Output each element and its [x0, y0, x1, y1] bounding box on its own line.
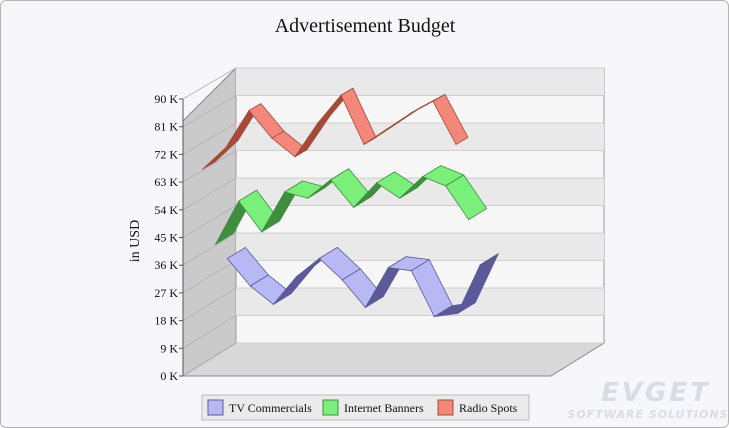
- data-point: [225, 146, 227, 149]
- y-tick-label: 27 K: [154, 286, 178, 300]
- y-tick-label: 81 K: [154, 120, 178, 134]
- legend-label-0: TV Commercials: [229, 401, 312, 415]
- y-tick-label: 9 K: [160, 341, 178, 355]
- data-point: [479, 263, 481, 266]
- data-point: [432, 100, 434, 102]
- gridline-side: [182, 122, 237, 155]
- watermark-logo: EVGET SOFTWARE SOLUTIONS: [567, 378, 728, 421]
- legend-swatch-0: [207, 399, 224, 416]
- data-point: [307, 197, 309, 199]
- gridline-side: [182, 150, 237, 183]
- legend-label-1: Internet Banners: [344, 401, 424, 415]
- grid-band: [236, 68, 604, 96]
- series-1: [215, 165, 488, 245]
- grid-band: [236, 288, 604, 316]
- y-axis-ticks: 0 K 9 K 18 K 27 K 36 K 45 K 54 K 63 K 72 K 81 K 90…: [154, 92, 183, 383]
- data-point: [410, 270, 412, 272]
- data-point: [399, 197, 401, 199]
- data-point: [202, 168, 204, 170]
- gridline-side: [182, 287, 237, 322]
- data-point: [330, 179, 332, 181]
- data-point: [376, 182, 378, 184]
- chart-walls: [181, 66, 606, 377]
- y-tick-label: 18 K: [154, 314, 178, 328]
- gridline-side: [182, 67, 237, 100]
- gridline-side: [182, 232, 237, 266]
- data-point: [422, 176, 424, 178]
- data-point: [318, 257, 320, 260]
- data-point: [317, 122, 319, 124]
- data-point: [387, 267, 389, 269]
- gridline-side: [182, 205, 237, 238]
- data-segment: [456, 253, 499, 314]
- data-point: [341, 279, 343, 281]
- data-point: [433, 315, 435, 318]
- gridline-side: [182, 260, 237, 294]
- series-layer: [202, 87, 499, 318]
- data-point: [340, 94, 342, 96]
- data-point: [386, 128, 388, 130]
- y-axis-label: in USD: [128, 220, 143, 262]
- data-point: [353, 206, 355, 208]
- gridline-side: [182, 315, 237, 349]
- y-tick-label: 45 K: [154, 231, 178, 245]
- legend: TV Commercials Internet Banners Radio Spot…: [201, 394, 530, 421]
- series-0: [226, 247, 499, 318]
- watermark-subtext: SOFTWARE SOLUTIONS: [567, 408, 728, 421]
- data-point: [363, 143, 365, 145]
- gridline-side: [182, 95, 237, 128]
- data-point: [455, 143, 457, 145]
- data-point: [409, 113, 411, 115]
- data-segment: [445, 174, 488, 220]
- data-point: [364, 306, 366, 309]
- data-point: [249, 285, 251, 287]
- chart-title: Advertisement Budget: [275, 15, 456, 37]
- y-tick-label: 63 K: [154, 175, 178, 189]
- watermark-text: EVGET: [601, 378, 711, 408]
- data-point: [215, 243, 217, 245]
- y-tick-label: 0 K: [160, 369, 178, 383]
- y-tick-label: 36 K: [154, 258, 178, 272]
- data-point: [456, 312, 458, 315]
- data-segment: [432, 93, 469, 145]
- data-point: [284, 191, 286, 193]
- y-tick-label: 72 K: [154, 147, 178, 161]
- legend-swatch-1: [322, 399, 339, 416]
- data-point: [261, 231, 263, 233]
- grid-band: [236, 233, 604, 261]
- y-tick-label: 90 K: [154, 92, 178, 106]
- data-point: [238, 200, 240, 202]
- data-point: [294, 156, 296, 158]
- y-tick-label: 54 K: [154, 203, 178, 217]
- data-point: [271, 137, 273, 139]
- series-2: [202, 87, 469, 170]
- legend-swatch-2: [437, 399, 454, 416]
- floor: [181, 342, 606, 377]
- data-point: [272, 303, 274, 305]
- gridline-side: [182, 342, 237, 377]
- data-point: [248, 109, 250, 112]
- data-point: [295, 276, 297, 278]
- data-point: [226, 257, 228, 260]
- data-point: [468, 218, 470, 221]
- gridline-side: [182, 177, 237, 211]
- legend-box: [201, 394, 530, 421]
- data-point: [445, 185, 447, 187]
- legend-label-2: Radio Spots: [459, 401, 518, 415]
